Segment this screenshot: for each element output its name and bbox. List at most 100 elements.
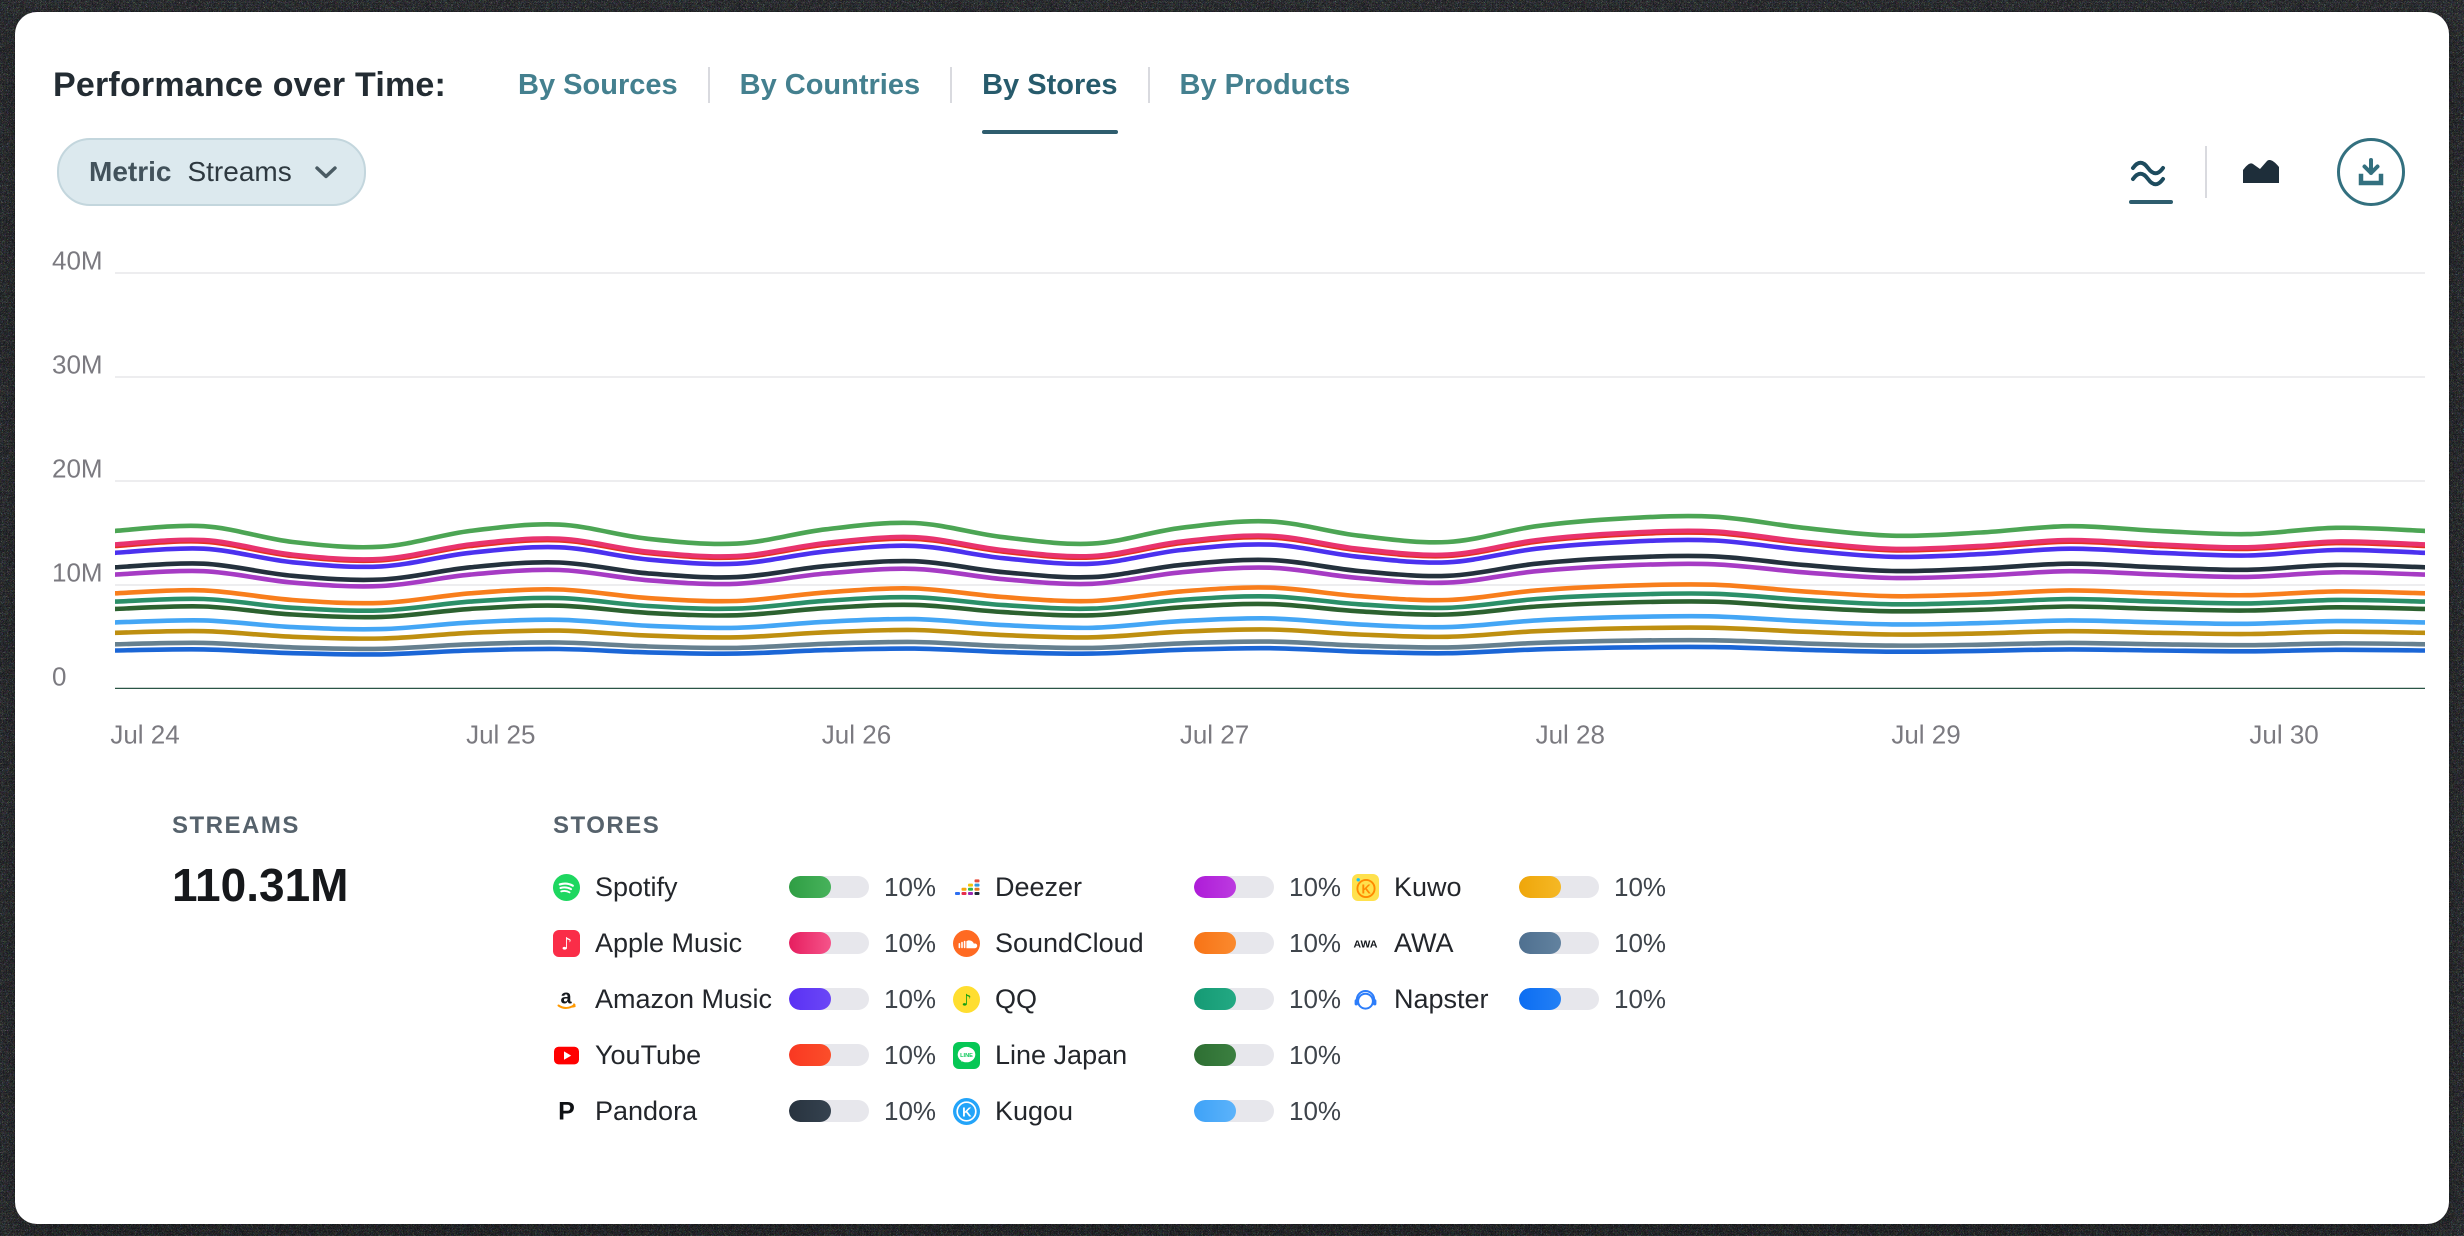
page-title: Performance over Time: bbox=[53, 65, 447, 104]
metric-value: Streams bbox=[187, 156, 292, 187]
legend-item-kuwo[interactable]: K Kuwo 10% bbox=[1352, 859, 1666, 915]
legend-item-awa[interactable]: AWA AWA 10% bbox=[1352, 915, 1667, 971]
x-tick-label: Jul 26 bbox=[821, 719, 892, 750]
store-share-bar bbox=[1194, 1100, 1274, 1122]
store-share-pct: 10% bbox=[1289, 1095, 1342, 1126]
store-name: QQ bbox=[995, 983, 1038, 1014]
legend-item-amazon-music[interactable]: a Amazon Music 10% bbox=[553, 971, 936, 1027]
tab-by-sources[interactable]: By Sources bbox=[518, 68, 678, 101]
series-line-apple-music bbox=[115, 528, 2425, 562]
soundcloud-icon bbox=[953, 929, 980, 957]
legend-item-soundcloud[interactable]: SoundCloud 10% bbox=[953, 915, 1341, 971]
y-tick-label: 30M bbox=[52, 349, 103, 380]
tab-by-countries[interactable]: By Countries bbox=[739, 68, 921, 101]
store-name: Spotify bbox=[595, 871, 678, 902]
napster-icon bbox=[1352, 986, 1379, 1013]
qq-icon: ♪ bbox=[953, 985, 980, 1013]
store-share-pct: 10% bbox=[884, 927, 937, 958]
x-tick-label: Jul 24 bbox=[110, 719, 180, 750]
svg-text:LINE: LINE bbox=[960, 1052, 973, 1058]
series-line-kuwo bbox=[115, 625, 2425, 641]
deezer-icon bbox=[953, 874, 980, 901]
series-line-line-japan bbox=[115, 599, 2425, 620]
series-line-pandora bbox=[115, 553, 2425, 583]
svg-text:AWA: AWA bbox=[1354, 938, 1378, 950]
store-share-pct: 10% bbox=[1289, 983, 1342, 1014]
spotify-icon bbox=[553, 873, 580, 901]
x-tick-label: Jul 25 bbox=[466, 719, 536, 750]
x-tick-label: Jul 29 bbox=[1891, 719, 1961, 750]
series-line-kugou bbox=[115, 613, 2425, 632]
streams-kpi-value: 110.31M bbox=[172, 859, 349, 911]
svg-text:a: a bbox=[560, 986, 572, 1008]
series-line-deezer bbox=[115, 561, 2425, 589]
legend-item-qq[interactable]: ♪ QQ 10% bbox=[953, 971, 1341, 1027]
legend-item-line-japan[interactable]: LINE Line Japan 10% bbox=[953, 1027, 1341, 1083]
pandora-icon: P bbox=[553, 1098, 580, 1125]
store-share-bar bbox=[1194, 1044, 1274, 1066]
toolbar-divider bbox=[2205, 146, 2207, 198]
store-name: Napster bbox=[1394, 983, 1489, 1014]
svg-text:K: K bbox=[962, 1104, 972, 1119]
apple-music-icon: ♪ bbox=[553, 929, 580, 957]
store-share-bar bbox=[789, 988, 869, 1010]
legend-item-napster[interactable]: Napster 10% bbox=[1352, 971, 1666, 1027]
y-tick-label: 0 bbox=[52, 661, 67, 692]
download-icon bbox=[2358, 158, 2384, 186]
store-share-pct: 10% bbox=[1614, 927, 1667, 958]
store-share-bar bbox=[1194, 932, 1274, 954]
kugou-icon: K bbox=[953, 1097, 980, 1125]
legend-item-pandora[interactable]: P Pandora 10% bbox=[553, 1083, 936, 1139]
store-share-bar bbox=[789, 1044, 869, 1066]
streams-kpi-label: STREAMS bbox=[172, 812, 300, 839]
series-line-qq bbox=[115, 591, 2425, 613]
performance-line-chart bbox=[115, 272, 2425, 689]
line-chart-toggle[interactable] bbox=[2123, 144, 2179, 204]
store-name: AWA bbox=[1394, 927, 1454, 958]
store-name: Apple Music bbox=[595, 927, 743, 958]
tab-by-products[interactable]: By Products bbox=[1179, 68, 1351, 101]
youtube-icon bbox=[553, 1042, 580, 1069]
legend-item-deezer[interactable]: Deezer 10% bbox=[953, 859, 1341, 915]
store-share-pct: 10% bbox=[1289, 871, 1342, 902]
tab-divider bbox=[707, 67, 710, 103]
legend-item-spotify[interactable]: Spotify 10% bbox=[553, 859, 936, 915]
store-name: Line Japan bbox=[995, 1039, 1128, 1070]
line-chart-icon bbox=[2131, 160, 2165, 187]
svg-text:P: P bbox=[558, 1098, 575, 1125]
store-name: YouTube bbox=[595, 1039, 702, 1070]
store-share-bar bbox=[789, 932, 869, 954]
store-name: Pandora bbox=[595, 1095, 698, 1126]
area-chart-icon bbox=[2243, 160, 2279, 183]
tab-bar: By Sources By Countries By Stores By Pro… bbox=[488, 62, 1380, 134]
chart-toolbar bbox=[2123, 132, 2405, 212]
series-line-amazon-music bbox=[115, 537, 2425, 570]
store-share-bar bbox=[1194, 876, 1274, 898]
store-share-pct: 10% bbox=[884, 1039, 937, 1070]
download-button[interactable] bbox=[2337, 138, 2405, 206]
header: Performance over Time: By Sources By Cou… bbox=[53, 62, 1380, 134]
area-chart-toggle[interactable] bbox=[2233, 144, 2289, 200]
legend-item-apple-music[interactable]: ♪ Apple Music 10% bbox=[553, 915, 936, 971]
legend-column: Spotify 10% ♪ Apple Music 10% a Amazon Music 10… bbox=[553, 859, 936, 1139]
tab-by-stores[interactable]: By Stores bbox=[952, 62, 1147, 134]
legend-item-youtube[interactable]: YouTube 10% bbox=[553, 1027, 936, 1083]
legend-column: K Kuwo 10% AWA AWA 10% Napster 10% bbox=[1352, 859, 1666, 1027]
svg-text:♪: ♪ bbox=[561, 934, 572, 954]
awa-icon: AWA bbox=[1352, 930, 1379, 957]
line-japan-icon: LINE bbox=[953, 1041, 980, 1069]
store-share-bar bbox=[1519, 876, 1599, 898]
store-share-pct: 10% bbox=[1614, 871, 1667, 902]
legend-item-kugou[interactable]: K Kugou 10% bbox=[953, 1083, 1341, 1139]
store-name: Kuwo bbox=[1394, 871, 1462, 902]
series-line-napster bbox=[115, 644, 2425, 657]
store-share-pct: 10% bbox=[1289, 1039, 1342, 1070]
store-share-pct: 10% bbox=[884, 871, 937, 902]
metric-dropdown[interactable]: Metric Streams bbox=[57, 138, 366, 206]
tab-divider bbox=[950, 67, 953, 103]
series-line-awa bbox=[115, 637, 2425, 652]
store-name: SoundCloud bbox=[995, 927, 1144, 958]
x-tick-label: Jul 28 bbox=[1535, 719, 1605, 750]
svg-text:K: K bbox=[1362, 881, 1372, 896]
store-share-bar bbox=[1519, 988, 1599, 1010]
